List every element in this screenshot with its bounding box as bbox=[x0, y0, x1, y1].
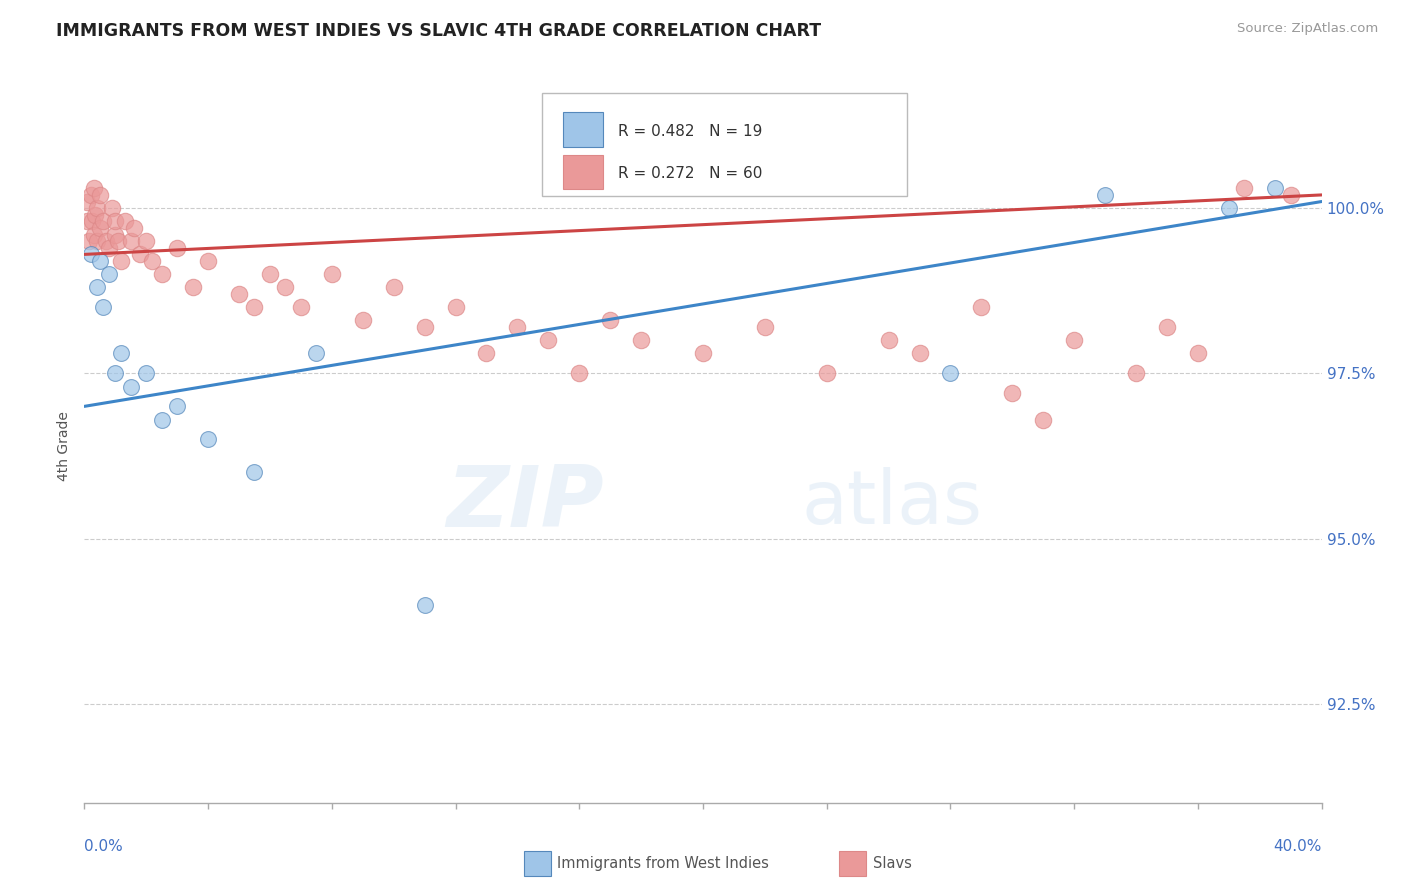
Point bbox=[939, 367, 962, 381]
Point bbox=[150, 412, 173, 426]
Point bbox=[1218, 201, 1240, 215]
Point bbox=[129, 247, 152, 261]
Point bbox=[475, 346, 498, 360]
Point bbox=[1264, 181, 1286, 195]
FancyBboxPatch shape bbox=[543, 93, 907, 196]
Point bbox=[630, 333, 652, 347]
Point bbox=[352, 313, 374, 327]
Point bbox=[76, 194, 98, 209]
Point bbox=[89, 221, 111, 235]
Point bbox=[166, 241, 188, 255]
Point bbox=[150, 267, 173, 281]
Point bbox=[321, 267, 343, 281]
Point bbox=[754, 320, 776, 334]
Point bbox=[382, 280, 405, 294]
Point bbox=[135, 234, 157, 248]
Point bbox=[141, 254, 163, 268]
Point bbox=[274, 280, 297, 294]
Point bbox=[166, 400, 188, 414]
FancyBboxPatch shape bbox=[839, 851, 866, 876]
Text: 0.0%: 0.0% bbox=[84, 839, 124, 855]
Text: Slavs: Slavs bbox=[873, 856, 911, 871]
Text: 40.0%: 40.0% bbox=[1274, 839, 1322, 855]
Text: IMMIGRANTS FROM WEST INDIES VS SLAVIC 4TH GRADE CORRELATION CHART: IMMIGRANTS FROM WEST INDIES VS SLAVIC 4T… bbox=[56, 22, 821, 40]
Point bbox=[135, 367, 157, 381]
FancyBboxPatch shape bbox=[523, 851, 551, 876]
Text: atlas: atlas bbox=[801, 467, 983, 540]
Point bbox=[82, 214, 104, 228]
Point bbox=[120, 234, 142, 248]
Point bbox=[104, 367, 127, 381]
Point bbox=[98, 241, 121, 255]
Point bbox=[1001, 386, 1024, 401]
Point bbox=[89, 188, 111, 202]
Point bbox=[122, 221, 145, 235]
Point bbox=[104, 227, 127, 242]
Text: Immigrants from West Indies: Immigrants from West Indies bbox=[557, 856, 769, 871]
Point bbox=[1187, 346, 1209, 360]
Point bbox=[104, 214, 127, 228]
Point bbox=[101, 201, 124, 215]
Point bbox=[815, 367, 838, 381]
Point bbox=[83, 227, 105, 242]
Point bbox=[83, 181, 105, 195]
Point bbox=[79, 188, 101, 202]
Point bbox=[197, 433, 219, 447]
Point bbox=[1156, 320, 1178, 334]
Text: ZIP: ZIP bbox=[446, 461, 605, 545]
Point bbox=[84, 208, 107, 222]
Point bbox=[77, 234, 100, 248]
Point bbox=[877, 333, 900, 347]
Point bbox=[568, 367, 591, 381]
Point bbox=[692, 346, 714, 360]
Point bbox=[110, 254, 132, 268]
Point bbox=[1063, 333, 1085, 347]
FancyBboxPatch shape bbox=[564, 155, 603, 189]
FancyBboxPatch shape bbox=[564, 112, 603, 146]
Point bbox=[908, 346, 931, 360]
Point bbox=[506, 320, 529, 334]
Point bbox=[599, 313, 621, 327]
Point bbox=[1032, 412, 1054, 426]
Point bbox=[98, 267, 121, 281]
Point bbox=[413, 598, 436, 612]
Point bbox=[290, 300, 312, 314]
Point bbox=[1233, 181, 1256, 195]
Point bbox=[243, 466, 266, 480]
Point bbox=[1125, 367, 1147, 381]
Point bbox=[110, 346, 132, 360]
Text: R = 0.272   N = 60: R = 0.272 N = 60 bbox=[617, 167, 762, 181]
Point bbox=[86, 201, 108, 215]
Point bbox=[413, 320, 436, 334]
Point bbox=[444, 300, 467, 314]
Point bbox=[86, 234, 108, 248]
Point bbox=[86, 280, 108, 294]
Point bbox=[228, 287, 250, 301]
Point bbox=[181, 280, 204, 294]
Point bbox=[89, 254, 111, 268]
Text: R = 0.482   N = 19: R = 0.482 N = 19 bbox=[617, 124, 762, 139]
Point bbox=[107, 234, 129, 248]
Point bbox=[91, 300, 114, 314]
Point bbox=[305, 346, 328, 360]
Point bbox=[259, 267, 281, 281]
Point bbox=[970, 300, 993, 314]
Point bbox=[76, 214, 98, 228]
Point bbox=[94, 234, 117, 248]
Point bbox=[1279, 188, 1302, 202]
Point bbox=[120, 379, 142, 393]
Y-axis label: 4th Grade: 4th Grade bbox=[58, 411, 72, 481]
Point bbox=[114, 214, 136, 228]
Point bbox=[537, 333, 560, 347]
Point bbox=[197, 254, 219, 268]
Point bbox=[91, 214, 114, 228]
Point bbox=[243, 300, 266, 314]
Point bbox=[1094, 188, 1116, 202]
Point bbox=[79, 247, 101, 261]
Text: Source: ZipAtlas.com: Source: ZipAtlas.com bbox=[1237, 22, 1378, 36]
